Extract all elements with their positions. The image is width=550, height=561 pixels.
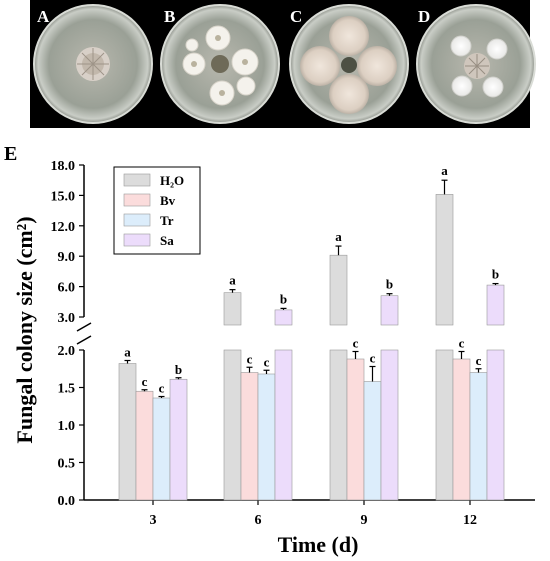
y-tick-label: 6.0 — [58, 281, 76, 296]
bar — [223, 292, 242, 326]
y-tick-label: 15.0 — [51, 189, 76, 204]
significance-letter: b — [386, 277, 393, 292]
petri-dish-d — [416, 4, 536, 124]
legend-label: Sa — [160, 233, 174, 248]
bar — [118, 363, 137, 501]
bar — [363, 381, 382, 501]
bar — [380, 295, 399, 326]
bar — [380, 349, 399, 501]
bar — [274, 309, 293, 326]
y-tick-label: 18.0 — [51, 159, 76, 174]
bar — [274, 349, 293, 501]
y-tick-label: 1.5 — [58, 382, 76, 397]
significance-letter: b — [492, 267, 499, 282]
x-tick-label: 6 — [255, 513, 262, 528]
legend-label: H₂O — [160, 173, 184, 188]
bar — [169, 378, 188, 501]
significance-letter: c — [142, 374, 148, 389]
significance-letter: a — [335, 229, 342, 244]
petri-dish-c — [289, 4, 409, 124]
significance-letter: b — [175, 362, 182, 377]
y-tick-label: 1.0 — [58, 419, 76, 434]
bar — [135, 390, 154, 501]
legend-swatch — [123, 213, 151, 227]
bar — [240, 372, 259, 501]
y-tick-label: 3.0 — [58, 311, 76, 326]
y-axis-label: Fungal colony size (cm²) — [12, 216, 37, 443]
bar — [223, 349, 242, 501]
significance-letter: c — [370, 351, 376, 366]
significance-letter: c — [264, 354, 270, 369]
x-tick-label: 3 — [150, 513, 157, 528]
legend-label: Bv — [160, 193, 176, 208]
bar — [435, 349, 454, 501]
significance-letter: a — [229, 273, 236, 288]
legend-label: Tr — [160, 213, 174, 228]
significance-letter: a — [441, 163, 448, 178]
y-tick-label: 0.0 — [58, 494, 76, 509]
bar — [435, 194, 454, 326]
significance-letter: c — [476, 353, 482, 368]
bar — [469, 372, 488, 501]
bar — [486, 284, 505, 326]
legend-swatch — [123, 193, 151, 207]
panel-label-a: A — [37, 7, 50, 26]
significance-letter: a — [124, 345, 131, 360]
bar — [257, 373, 276, 501]
bar — [452, 358, 471, 501]
axis-break-mark — [76, 322, 92, 332]
bar — [346, 358, 365, 501]
significance-letter: b — [280, 291, 287, 306]
panel-label-e: E — [4, 143, 17, 165]
y-tick-label: 0.5 — [58, 457, 76, 472]
bar — [152, 397, 171, 501]
panel-label-c: C — [290, 7, 302, 26]
x-tick-label: 9 — [361, 513, 368, 528]
significance-letter: c — [459, 336, 465, 351]
y-tick-label: 2.0 — [58, 344, 76, 359]
x-tick-label: 12 — [463, 513, 477, 528]
petri-dish-a — [33, 4, 153, 124]
panel-label-b: B — [164, 7, 175, 26]
bar — [486, 349, 505, 501]
legend-swatch — [123, 173, 151, 187]
x-axis-label: Time (d) — [278, 532, 359, 557]
significance-letter: c — [159, 381, 165, 396]
panel-label-d: D — [418, 7, 430, 26]
bar — [329, 254, 348, 326]
significance-letter: c — [353, 336, 359, 351]
bar — [329, 349, 348, 501]
y-tick-label: 9.0 — [58, 250, 76, 265]
axis-break-mark — [76, 335, 92, 345]
petri-dish-b — [160, 4, 280, 124]
y-tick-label: 12.0 — [51, 220, 76, 235]
significance-letter: c — [247, 351, 253, 366]
legend-swatch — [123, 233, 151, 247]
